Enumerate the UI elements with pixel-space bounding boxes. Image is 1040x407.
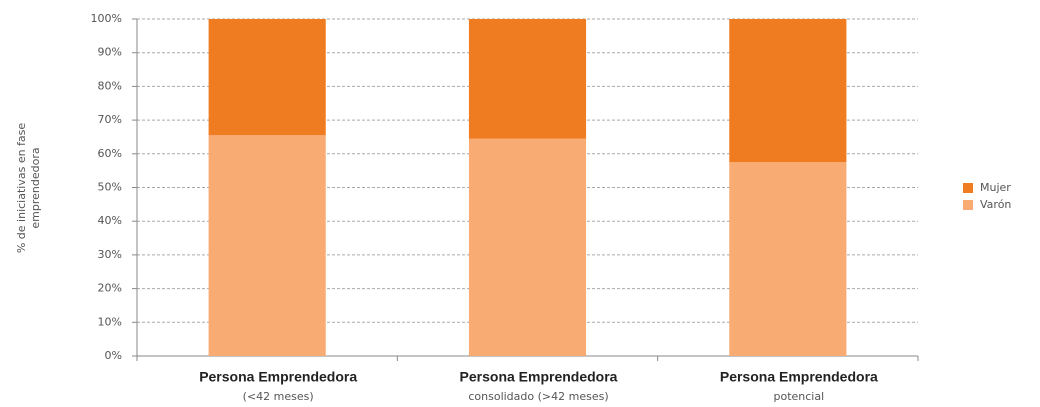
x-tick-label: Persona Emprendedora <box>460 369 618 385</box>
y-tick-label: 80% <box>98 79 122 92</box>
x-tick-detail: consolidado (>42 meses) <box>468 390 608 403</box>
y-tick-label: 70% <box>98 113 122 126</box>
y-axis-label: emprendedora <box>29 147 42 228</box>
bar-segment <box>468 19 587 139</box>
legend-swatch <box>963 183 973 193</box>
y-tick-label: 100% <box>91 12 122 25</box>
y-tick-label: 90% <box>98 46 122 59</box>
legend-label: Mujer <box>980 181 1011 194</box>
bar-segment <box>729 162 847 356</box>
y-axis-label: % de iniciativas en fase <box>15 123 28 254</box>
bar-segment <box>208 19 326 136</box>
bar-segment <box>729 19 847 163</box>
legend-swatch <box>963 200 973 210</box>
x-tick-detail: potencial <box>773 390 824 403</box>
legend-label: Varón <box>980 198 1011 211</box>
x-tick-label: Persona Emprendedora <box>720 369 878 385</box>
y-tick-label: 40% <box>98 214 122 227</box>
y-tick-label: 0% <box>105 349 122 362</box>
y-tick-label: 10% <box>98 315 122 328</box>
y-tick-label: 30% <box>98 248 122 261</box>
bar-segment <box>208 135 326 356</box>
y-tick-label: 50% <box>98 181 122 194</box>
y-tick-label: 20% <box>98 282 122 295</box>
x-tick-detail: (<42 meses) <box>243 390 314 403</box>
y-tick-label: 60% <box>98 147 122 160</box>
bar-segment <box>468 138 587 356</box>
x-tick-label: Persona Emprendedora <box>199 369 357 385</box>
